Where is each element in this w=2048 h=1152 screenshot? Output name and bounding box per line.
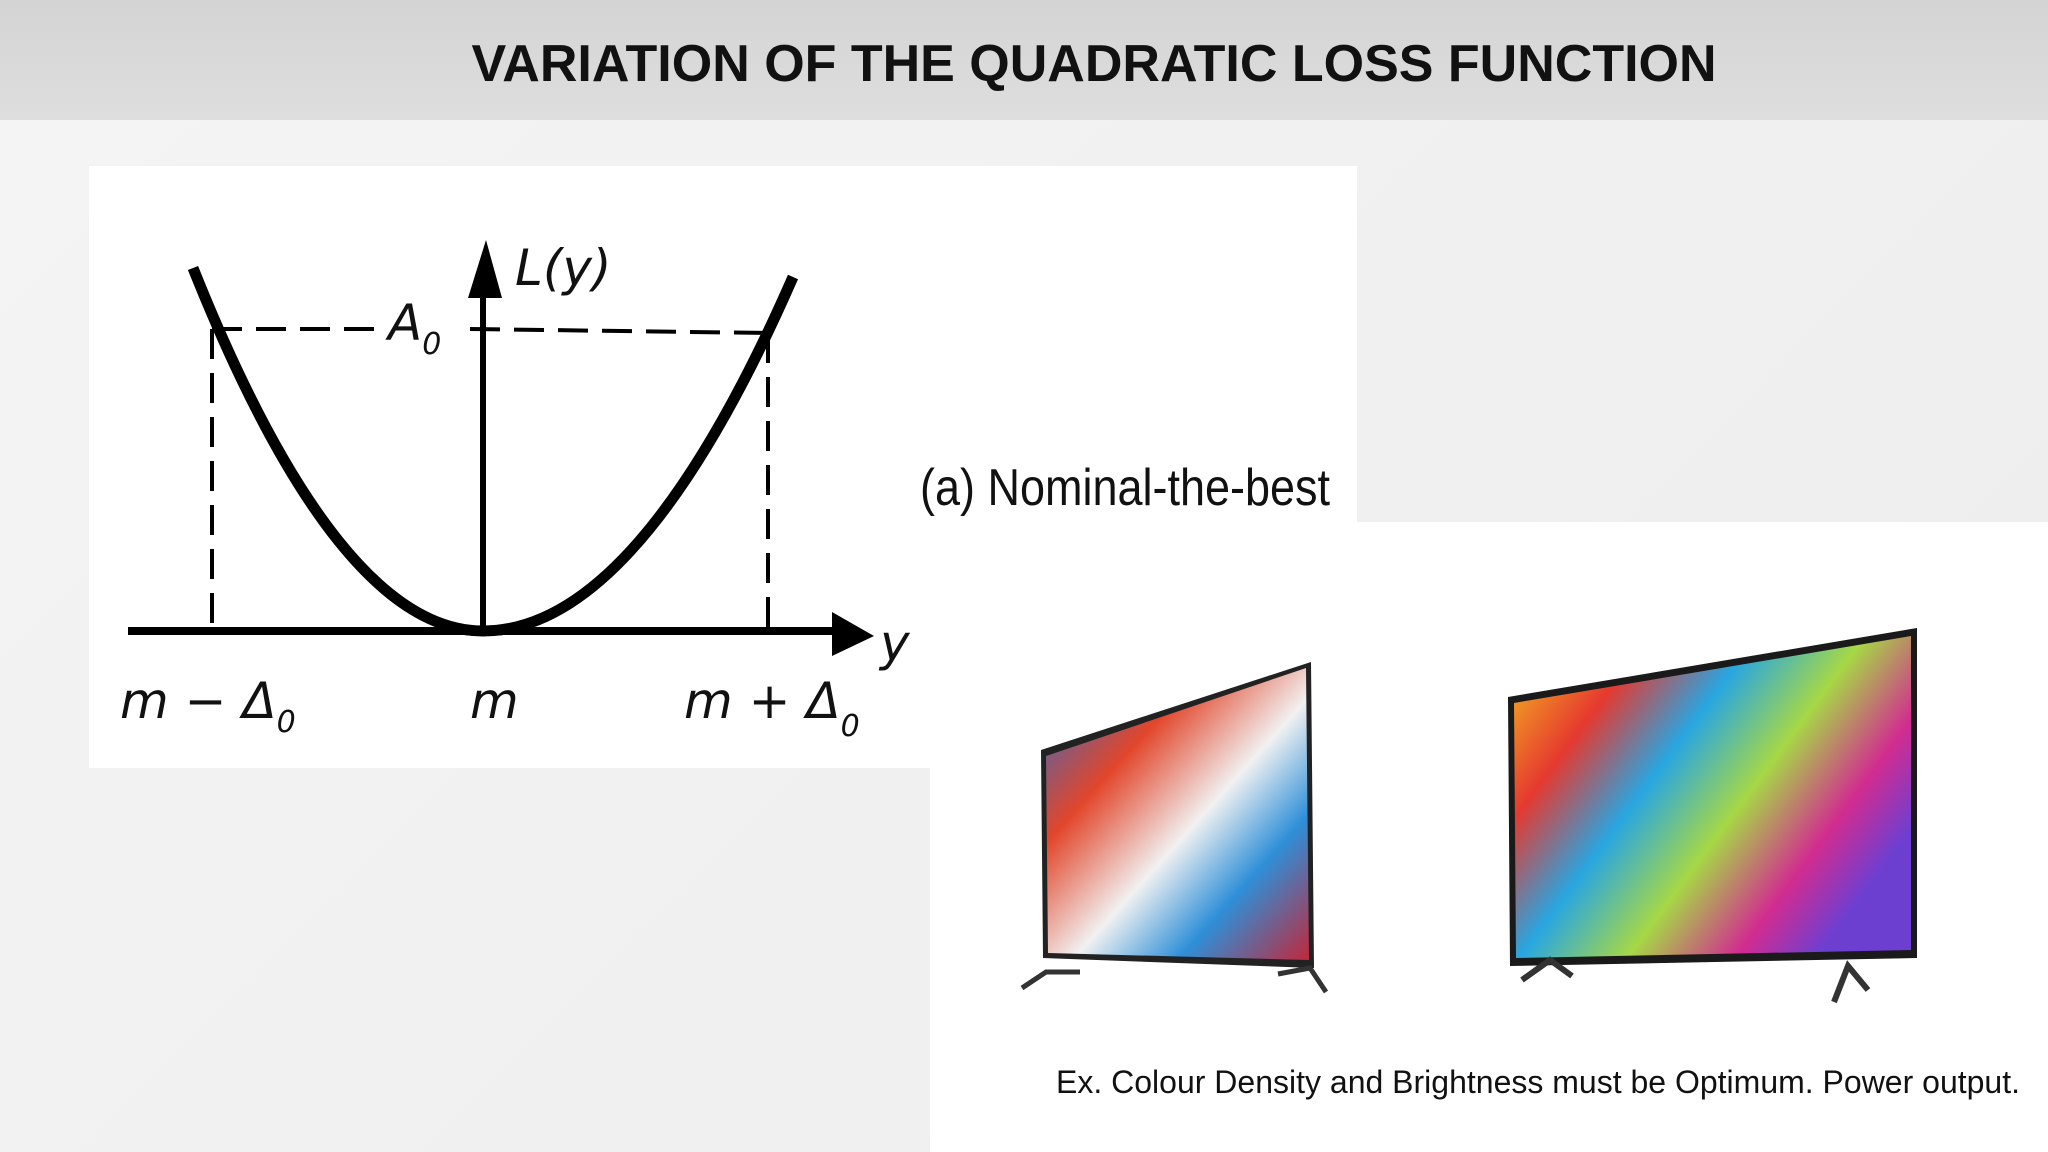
tolerance-lines [210, 327, 770, 628]
x-arrow [832, 612, 874, 656]
spacer [1357, 166, 1358, 167]
header-bar: VARIATION OF THE QUADRATIC LOSS FUNCTION [0, 0, 2048, 120]
example-text: Ex. Colour Density and Brightness must b… [1056, 1064, 2020, 1100]
left-sub: 0 [277, 705, 296, 740]
level-sub: 0 [422, 327, 441, 362]
level-main: A [385, 294, 422, 352]
right-main: m + Δ [684, 672, 841, 730]
x-axis-label: y [878, 614, 911, 672]
right-label: m + Δ0 [684, 672, 860, 744]
left-label: m − Δ0 [120, 672, 296, 740]
loss-curve [187, 265, 799, 637]
tv-left [1020, 662, 1329, 994]
tv-right [1508, 628, 1917, 1004]
center-label: m [470, 672, 519, 730]
slide-title: VARIATION OF THE QUADRATIC LOSS FUNCTION [471, 35, 1717, 93]
diagram-caption: (a) Nominal-the-best [920, 459, 1330, 517]
right-sub: 0 [841, 709, 860, 744]
y-arrow [468, 240, 502, 298]
left-main: m − Δ [120, 672, 277, 730]
level-label: A0 [385, 294, 441, 362]
y-axis-label: L(y) [515, 239, 611, 297]
